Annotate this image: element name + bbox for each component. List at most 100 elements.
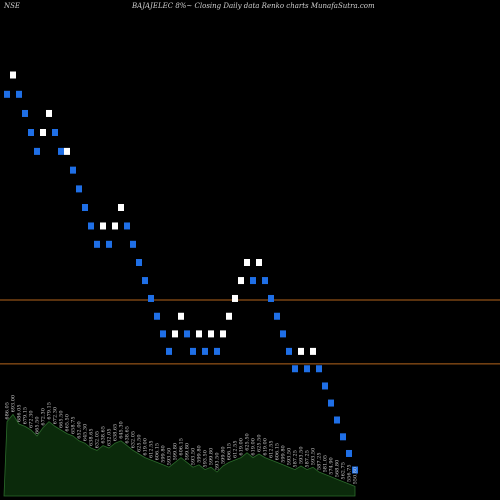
brick-31 — [190, 347, 196, 355]
brick-56 — [340, 433, 346, 441]
brick-8 — [52, 129, 58, 136]
brick-15 — [94, 240, 100, 248]
brick-44 — [268, 294, 274, 302]
renko-bricks — [4, 71, 358, 474]
brick-label-38: 612.55 — [233, 441, 239, 459]
brick-30 — [184, 330, 190, 338]
brick-label-42: 625.50 — [257, 435, 263, 453]
brick-33 — [202, 347, 208, 355]
brick-label-27: 593.50 — [167, 448, 173, 466]
brick-3 — [22, 109, 28, 117]
brick-label-35: 593.50 — [215, 453, 221, 471]
brick-21 — [130, 240, 136, 248]
brick-13 — [82, 204, 88, 211]
brick-25 — [154, 312, 160, 320]
brick-58 — [352, 466, 358, 474]
brick-label-2: 686.05 — [17, 405, 23, 423]
brick-26 — [160, 330, 166, 338]
brick-41 — [250, 277, 256, 285]
brick-0 — [4, 90, 10, 98]
brick-9 — [58, 147, 64, 155]
brick-label-8: 672.30 — [53, 407, 59, 425]
brick-48 — [292, 365, 298, 373]
brick-50 — [304, 365, 310, 373]
brick-16 — [100, 222, 106, 230]
brick-label-45: 606.15 — [275, 443, 281, 461]
brick-label-25: 606.15 — [155, 443, 161, 461]
brick-label-47: 593.50 — [287, 448, 293, 466]
brick-label-58: 550.80 — [353, 467, 359, 485]
brick-38 — [232, 294, 238, 302]
brick-label-17: 632.05 — [107, 429, 113, 447]
brick-label-34: 599.80 — [209, 448, 215, 466]
brick-label-10: 665.50 — [65, 414, 71, 432]
brick-label-3: 679.15 — [23, 407, 29, 425]
brick-label-57: 556.75 — [347, 465, 353, 483]
brick-7 — [46, 109, 52, 117]
brick-label-49: 593.50 — [299, 447, 305, 465]
brick-label-24: 612.55 — [149, 441, 155, 459]
brick-46 — [280, 330, 286, 338]
brick-20 — [124, 222, 130, 230]
brick-28 — [172, 330, 178, 338]
volume-area — [3, 413, 356, 497]
brick-label-4: 672.30 — [29, 411, 35, 429]
brick-label-15: 632.05 — [95, 431, 101, 449]
brick-label-48: 587.25 — [293, 450, 299, 468]
brick-19 — [118, 204, 124, 211]
brick-label-5: 665.50 — [35, 417, 41, 435]
brick-label-46: 599.80 — [281, 445, 287, 463]
brick-57 — [346, 449, 352, 457]
brick-39 — [238, 277, 244, 285]
brick-10 — [64, 147, 70, 155]
brick-42 — [256, 259, 262, 266]
brick-label-21: 632.05 — [131, 431, 137, 449]
brick-49 — [298, 347, 304, 355]
brick-label-44: 612.55 — [269, 441, 275, 459]
brick-label-20: 638.65 — [125, 426, 131, 444]
brick-14 — [88, 222, 94, 230]
brick-label-22: 625.50 — [137, 435, 143, 453]
brick-29 — [178, 312, 184, 320]
brick-label-31: 593.50 — [191, 448, 197, 466]
brick-label-7: 679.15 — [47, 402, 53, 420]
brick-55 — [334, 416, 340, 424]
brick-35 — [214, 347, 220, 355]
brick-label-28: 599.80 — [173, 443, 179, 461]
brick-37 — [226, 312, 232, 320]
brick-27 — [166, 347, 172, 355]
brick-6 — [40, 129, 46, 136]
brick-label-9: 665.50 — [59, 411, 65, 429]
brick-label-18: 638.65 — [113, 424, 119, 442]
brick-4 — [28, 129, 34, 136]
brick-18 — [112, 222, 118, 230]
brick-36 — [220, 330, 226, 338]
reference-lines — [0, 299, 500, 365]
brick-label-50: 587.25 — [305, 450, 311, 468]
brick-label-53: 581.05 — [323, 455, 329, 473]
brick-label-33: 593.50 — [203, 450, 209, 468]
brick-label-37: 606.15 — [227, 443, 233, 461]
brick-label-12: 652.00 — [77, 421, 83, 439]
brick-label-55: 568.80 — [335, 460, 341, 478]
brick-17 — [106, 240, 112, 248]
brick-label-54: 574.90 — [329, 457, 335, 475]
brick-label-36: 599.80 — [221, 447, 227, 465]
brick-label-56: 562.75 — [341, 462, 347, 480]
brick-label-16: 638.65 — [101, 426, 107, 444]
brick-51 — [310, 347, 316, 355]
brick-label-26: 599.80 — [161, 445, 167, 463]
brick-label-30: 599.80 — [185, 443, 191, 461]
brick-47 — [286, 347, 292, 355]
brick-53 — [322, 382, 328, 390]
brick-label-29: 606.15 — [179, 438, 185, 456]
brick-5 — [34, 147, 40, 155]
brick-label-40: 625.50 — [245, 433, 251, 451]
brick-45 — [274, 312, 280, 320]
brick-label-6: 672.30 — [41, 408, 47, 426]
brick-label-41: 619.00 — [251, 438, 257, 456]
brick-32 — [196, 330, 202, 338]
brick-11 — [70, 166, 76, 174]
